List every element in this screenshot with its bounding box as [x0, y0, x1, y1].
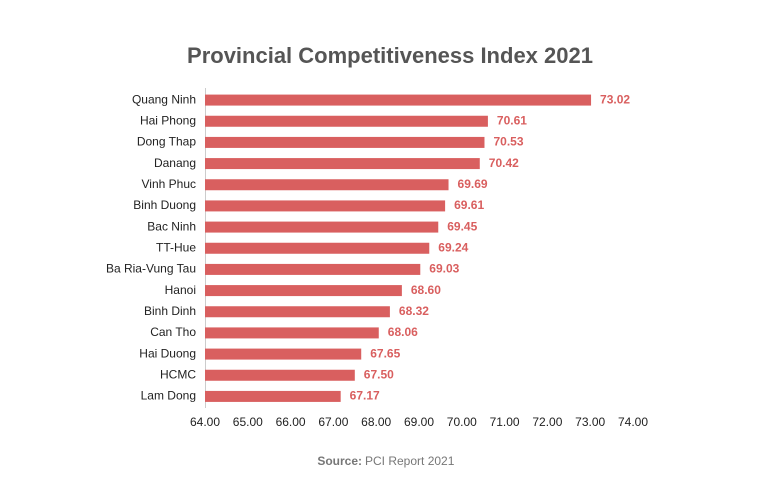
bar	[205, 115, 488, 127]
y-tick-label: Lam Dong	[141, 389, 196, 403]
bar	[205, 158, 480, 170]
value-label: 67.50	[364, 367, 394, 381]
x-tick-label: 64.00	[190, 415, 220, 429]
value-label: 70.42	[489, 156, 519, 170]
y-tick-label: Ba Ria-Vung Tau	[106, 262, 196, 276]
bar	[205, 242, 430, 254]
x-tick-label: 70.00	[447, 415, 477, 429]
value-label: 69.24	[438, 240, 468, 254]
x-tick-label: 69.00	[404, 415, 434, 429]
bar	[205, 263, 421, 275]
bar	[205, 348, 362, 360]
bar	[205, 136, 485, 148]
y-tick-label: Hai Duong	[139, 346, 196, 360]
value-label: 67.17	[350, 389, 380, 403]
y-tick-label: Bac Ninh	[147, 219, 196, 233]
y-tick-label: HCMC	[160, 367, 196, 381]
value-label: 70.61	[497, 113, 527, 127]
y-tick-label: TT-Hue	[156, 240, 196, 254]
x-tick-label: 68.00	[361, 415, 391, 429]
y-tick-label: Quang Ninh	[132, 92, 196, 106]
bar	[205, 390, 341, 402]
x-tick-label: 74.00	[618, 415, 648, 429]
bar	[205, 221, 439, 233]
source: PCI Report 2021	[365, 454, 455, 468]
y-tick-label: Binh Duong	[133, 198, 196, 212]
bar	[205, 306, 390, 318]
value-label: 68.06	[388, 325, 418, 339]
y-tick-label: Danang	[154, 156, 196, 170]
value-label: 69.03	[429, 262, 459, 276]
bar	[205, 327, 379, 339]
value-label: 68.60	[411, 283, 441, 297]
bar	[205, 200, 446, 212]
source-label: Source:	[317, 454, 362, 468]
x-tick-label: 66.00	[276, 415, 306, 429]
x-tick-label: 73.00	[575, 415, 605, 429]
x-tick-label: 67.00	[318, 415, 348, 429]
chart-title: Provincial Competitiveness Index 2021	[187, 43, 593, 68]
value-label: 70.53	[493, 135, 523, 149]
bar	[205, 369, 355, 381]
bar	[205, 179, 449, 191]
value-label: 67.65	[370, 346, 400, 360]
bar	[205, 285, 402, 297]
x-tick-label: 72.00	[532, 415, 562, 429]
x-tick-label: 65.00	[233, 415, 263, 429]
y-tick-label: Vinh Phuc	[142, 177, 197, 191]
value-label: 69.69	[458, 177, 488, 191]
y-tick-label: Binh Dinh	[144, 304, 196, 318]
value-label: 68.32	[399, 304, 429, 318]
x-tick-label: 71.00	[490, 415, 520, 429]
bar	[205, 94, 592, 106]
value-label: 73.02	[600, 92, 630, 106]
value-label: 69.61	[454, 198, 484, 212]
y-tick-label: Can Tho	[150, 325, 196, 339]
y-tick-label: Hai Phong	[140, 113, 196, 127]
y-tick-label: Hanoi	[165, 283, 196, 297]
y-tick-label: Dong Thap	[137, 135, 196, 149]
value-label: 69.45	[447, 219, 477, 233]
